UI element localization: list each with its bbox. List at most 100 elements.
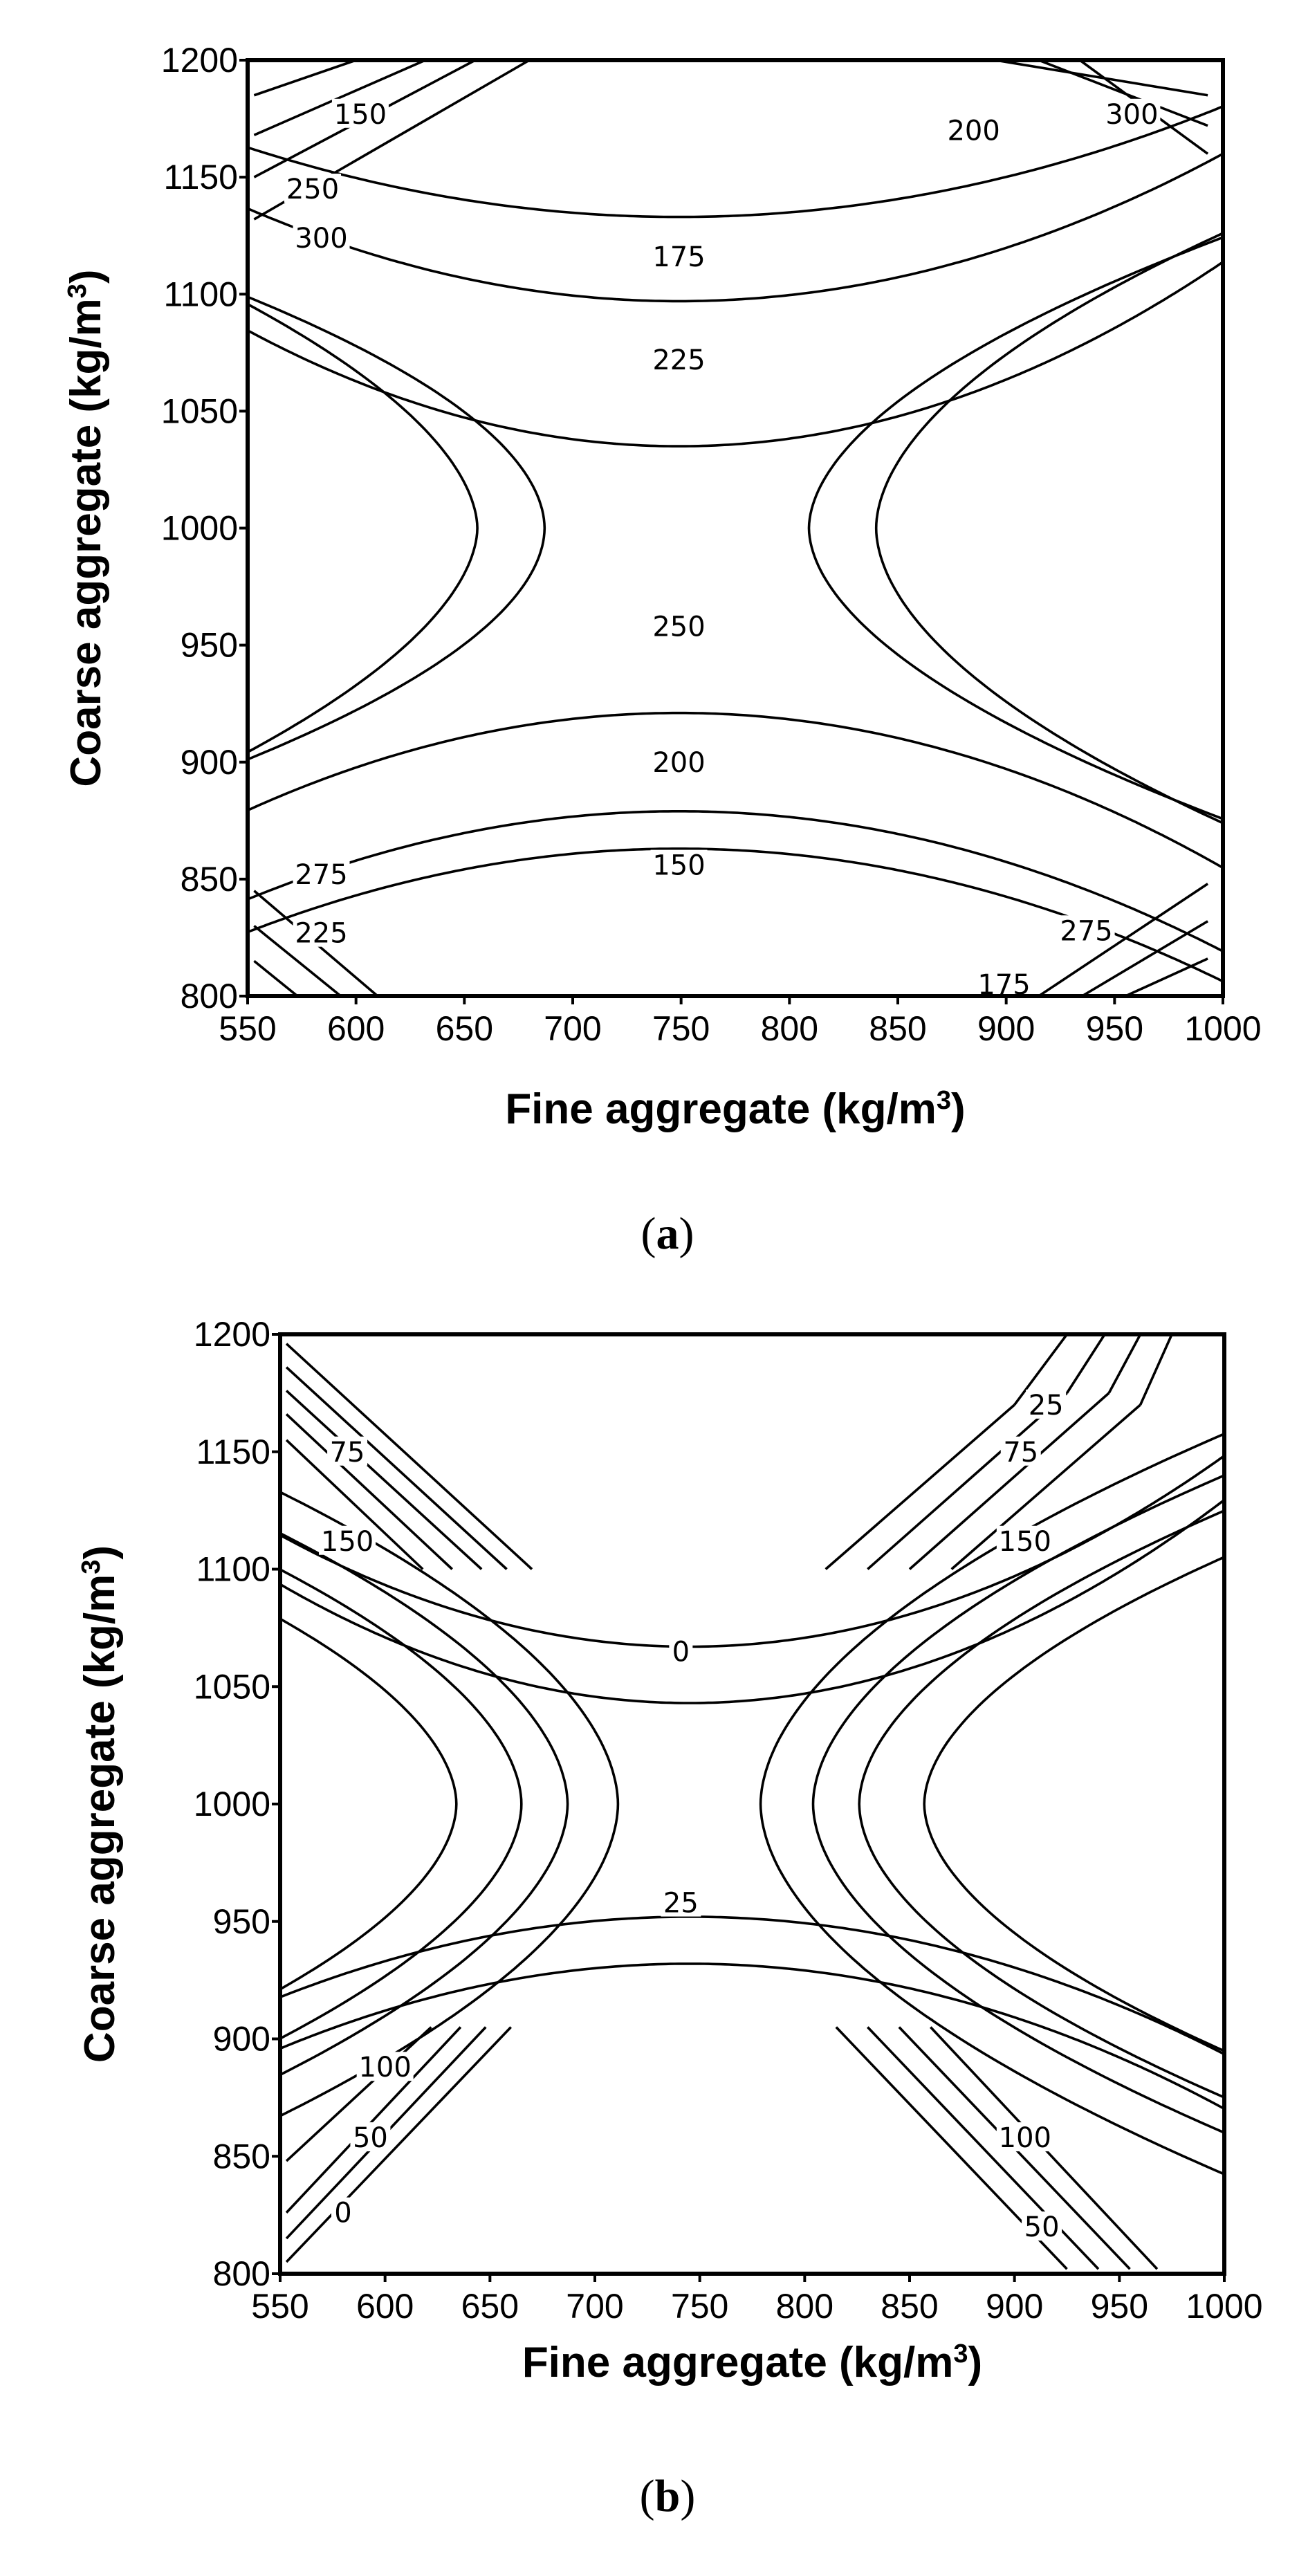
- panel-a-y-tick-label-6: 1100: [163, 275, 238, 313]
- panel-a-x-tick-label-7: 900: [977, 1009, 1035, 1048]
- panel-a-contour-label-4: 225: [652, 344, 705, 376]
- panel-a-contour-label-bg-7: [650, 611, 708, 641]
- panel-a-contour-lower-2: [248, 847, 1223, 983]
- panel-b-contour-label-1: 150: [321, 1526, 374, 1558]
- panel-b-contours: [280, 1334, 1224, 2270]
- panel-a-x-tick-label-8: 950: [1086, 1009, 1143, 1048]
- panel-a-x-axis-label: Fine aggregate (kg/m3): [505, 1085, 965, 1133]
- panel-a-contour-label-bg-12: [1058, 915, 1115, 945]
- panel-a-contour-label-9: 150: [652, 850, 705, 882]
- panel-b-contour-corner-5: [825, 1404, 1015, 1570]
- panel-a-contour-label-bg-11: [293, 917, 350, 947]
- panel-b-x-tick-label-5: 800: [776, 2287, 833, 2326]
- panel-a-y-tick-label-0: 800: [181, 977, 238, 1015]
- panel-a-contour-corner-0: [253, 60, 357, 97]
- panel-b-plot-frame: [278, 1332, 1226, 2276]
- panel-b-contour-label-2: 0: [672, 1636, 690, 1668]
- panel-a-y-tick-label-4: 1000: [161, 509, 238, 548]
- panel-a-contour-corner-10: [1125, 957, 1208, 996]
- panel-b-contour-label-11: 50: [1024, 2211, 1060, 2243]
- panel-b-contour-corner-1: [285, 1366, 508, 1570]
- panel-b-contour-corner-13: [285, 2026, 512, 2263]
- panel-b-contour-corner-3: [285, 1413, 453, 1570]
- panel-b-x-axis-label: Fine aggregate (kg/m3): [522, 2339, 982, 2386]
- panel-b-contour-label-9: 0: [334, 2198, 351, 2229]
- panel-a-caption: (a): [641, 1208, 694, 1259]
- panel-b-y-axis-label: Coarse aggregate (kg/m3): [76, 1545, 124, 2063]
- panel-b-contour-label-7: 100: [358, 2052, 411, 2083]
- panel-a-y-tick-label-8: 1200: [161, 41, 238, 80]
- panel-a-contour-label-bg-13: [975, 969, 1033, 999]
- panel-a-contour-label-11: 225: [295, 918, 347, 950]
- panel-a-x-tick-label-0: 550: [219, 1009, 276, 1048]
- panel-b-contour-right-2: [858, 1509, 1224, 2099]
- panel-b-x-tick-label-9: 1000: [1186, 2287, 1262, 2326]
- panel-b-contour-corner-15: [285, 2026, 462, 2214]
- panel-a-contour-label-6: 300: [1105, 99, 1158, 131]
- panel-a-contour-corner-12: [1038, 883, 1209, 996]
- panel-b-y-tick-label-6: 1100: [196, 1550, 270, 1589]
- panel-a-contour-label-bg-0: [331, 98, 389, 128]
- panel-b-contour-label-8: 50: [353, 2122, 388, 2154]
- panel-b-contour-lower-0: [280, 1915, 1224, 2056]
- panel-b-contour-label-4: 75: [1003, 1437, 1038, 1469]
- panel-b-contour-lower-1: [280, 1962, 1224, 2110]
- panel-b-contour-label-bg-2: [669, 1636, 693, 1666]
- panel-a-contour-label-bg-8: [650, 746, 708, 776]
- panel-a-y-ticks: 800 850 900 950 1000 1050 1100 1150 1200: [161, 41, 248, 1015]
- panel-a-x-ticks: 550 600 650 700 750 800 850 900 950 1000: [219, 996, 1262, 1048]
- panel-b-x-tick-label-7: 900: [986, 2287, 1043, 2326]
- panel-b-y-tick-label-8: 1200: [194, 1315, 270, 1354]
- panel-b-y-tick-label-0: 800: [213, 2254, 270, 2293]
- panel-b-y-tick-label-3: 950: [213, 1902, 270, 1941]
- panel-b-y-tick-label-7: 1150: [196, 1433, 270, 1471]
- panel-a-contour-label-bg-5: [945, 115, 1002, 145]
- panel-b-y-tick-label-1: 850: [213, 2137, 270, 2175]
- panel-a: 150 250 300 175 225 200 300 250 200 150 275 225 275 1…: [62, 41, 1262, 1259]
- panel-b-x-tick-label-2: 650: [461, 2287, 519, 2326]
- panel-a-contour-left-1: [248, 295, 546, 761]
- panel-a-contour-label-5: 200: [947, 115, 1000, 147]
- panel-a-contour-lower-0: [248, 711, 1223, 870]
- panel-b-contour-label-bg-7: [356, 2052, 414, 2081]
- panel-b-contour-label-bg-6: [661, 1887, 701, 1917]
- panel-b-contour-label-6: 25: [663, 1888, 699, 1920]
- panel-b-contour-right-0: [759, 1432, 1224, 2176]
- panel-a-contour-upper-0: [248, 105, 1223, 219]
- panel-a-contour-label-0: 150: [334, 99, 387, 131]
- panel-a-contour-corner-11: [1081, 920, 1208, 996]
- panel-a-contour-right-1: [874, 232, 1223, 825]
- panel-a-contour-label-bg-10: [293, 859, 350, 889]
- panel-a-contour-corner-4: [995, 60, 1208, 97]
- panel-b-contour-label-bg-4: [1000, 1436, 1041, 1466]
- panel-b-contour-upper-1: [280, 1498, 1224, 1704]
- panel-b-x-tick-label-0: 550: [251, 2287, 308, 2326]
- panel-b-contour-label-3: 25: [1029, 1390, 1064, 1422]
- panel-b-y-tick-label-5: 1050: [194, 1667, 270, 1706]
- panel-a-x-tick-label-5: 800: [761, 1009, 818, 1048]
- panel-b-contour-label-5: 150: [999, 1526, 1051, 1558]
- panel-a-plot-frame: [246, 58, 1225, 998]
- panel-a-contour-label-bg-3: [650, 241, 708, 271]
- panel-b-contour-corner-6: [1013, 1334, 1068, 1406]
- panel-a-x-tick-label-6: 850: [869, 1009, 926, 1048]
- panel-b-contour-right-3: [923, 1556, 1224, 2052]
- panel-a-y-axis-label: Coarse aggregate (kg/m3): [62, 269, 110, 786]
- panel-a-y-tick-label-5: 1050: [161, 392, 238, 430]
- panel-b-contour-corner-9: [908, 1392, 1110, 1570]
- panel-b-contour-left-1: [280, 1567, 523, 2041]
- panel-b-contour-corner-12: [1139, 1334, 1173, 1406]
- panel-a-x-tick-label-3: 700: [544, 1009, 601, 1048]
- panel-a-contour-label-7: 250: [652, 611, 705, 643]
- panel-b-caption: (b): [640, 2471, 696, 2521]
- panel-b-contour-upper-0: [280, 1455, 1224, 1648]
- panel-b-y-tick-label-2: 900: [213, 2020, 270, 2059]
- panel-a-x-tick-label-1: 600: [327, 1009, 385, 1048]
- panel-b-contour-corner-16: [285, 2026, 432, 2162]
- panel-a-contour-right-0: [807, 236, 1223, 820]
- panel-b-contour-label-bg-1: [319, 1525, 376, 1555]
- panel-b-contour-corner-8: [1065, 1334, 1106, 1394]
- panel-a-contour-label-10: 275: [295, 859, 347, 891]
